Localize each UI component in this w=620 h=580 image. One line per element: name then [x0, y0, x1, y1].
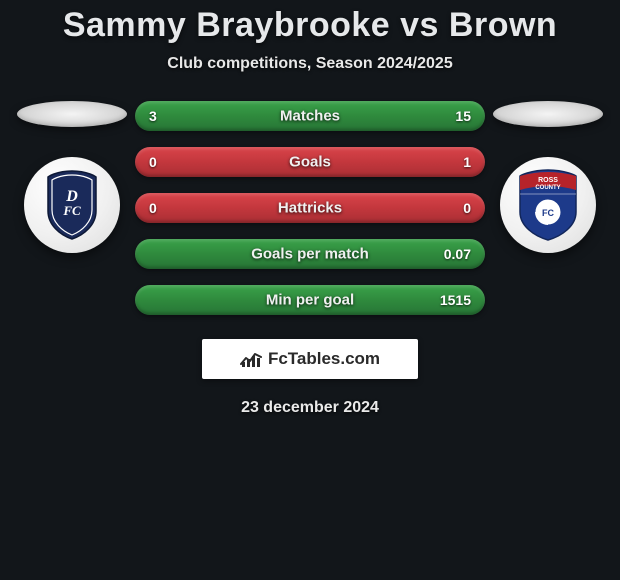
right-club-badge: ROSS COUNTY FC [500, 157, 596, 253]
stat-bar-min-per-goal: Min per goal 1515 [135, 285, 485, 315]
svg-text:FC: FC [542, 208, 554, 218]
stat-bar-goals-per-match: Goals per match 0.07 [135, 239, 485, 269]
stat-right-value: 1 [431, 154, 471, 170]
left-club-badge: D FC [24, 157, 120, 253]
svg-text:ROSS: ROSS [538, 177, 558, 184]
stat-right-value: 15 [431, 108, 471, 124]
stat-bars: 3 Matches 15 0 Goals 1 0 Hattricks 0 Goa… [135, 101, 485, 315]
stat-left-value: 3 [149, 108, 189, 124]
content-row: D FC 3 Matches 15 0 Goals 1 0 Hattricks … [0, 101, 620, 315]
stat-label: Goals [289, 154, 331, 171]
stat-right-value: 1515 [431, 292, 471, 308]
chart-icon [240, 350, 262, 368]
left-club-column: D FC [17, 101, 127, 253]
right-club-column: ROSS COUNTY FC [493, 101, 603, 253]
stat-label: Matches [280, 108, 340, 125]
stat-bar-matches: 3 Matches 15 [135, 101, 485, 131]
stat-bar-hattricks: 0 Hattricks 0 [135, 193, 485, 223]
branding-text: FcTables.com [268, 349, 380, 369]
stat-left-value: 0 [149, 154, 189, 170]
comparison-card: Sammy Braybrooke vs Brown Club competiti… [0, 0, 620, 417]
page-title: Sammy Braybrooke vs Brown [0, 6, 620, 45]
left-player-ellipse [17, 101, 127, 127]
stat-right-value: 0.07 [431, 246, 471, 262]
stat-label: Goals per match [251, 246, 369, 263]
stat-right-value: 0 [431, 200, 471, 216]
stat-left-value: 0 [149, 200, 189, 216]
svg-text:COUNTY: COUNTY [535, 185, 560, 191]
stat-label: Hattricks [278, 200, 342, 217]
right-player-ellipse [493, 101, 603, 127]
stat-label: Min per goal [266, 292, 354, 309]
dundee-crest-icon: D FC [42, 169, 102, 241]
subtitle: Club competitions, Season 2024/2025 [0, 55, 620, 73]
svg-text:FC: FC [62, 203, 81, 218]
date-text: 23 december 2024 [0, 399, 620, 417]
branding-badge[interactable]: FcTables.com [202, 339, 418, 379]
stat-bar-goals: 0 Goals 1 [135, 147, 485, 177]
ross-county-crest-icon: ROSS COUNTY FC [514, 168, 582, 242]
